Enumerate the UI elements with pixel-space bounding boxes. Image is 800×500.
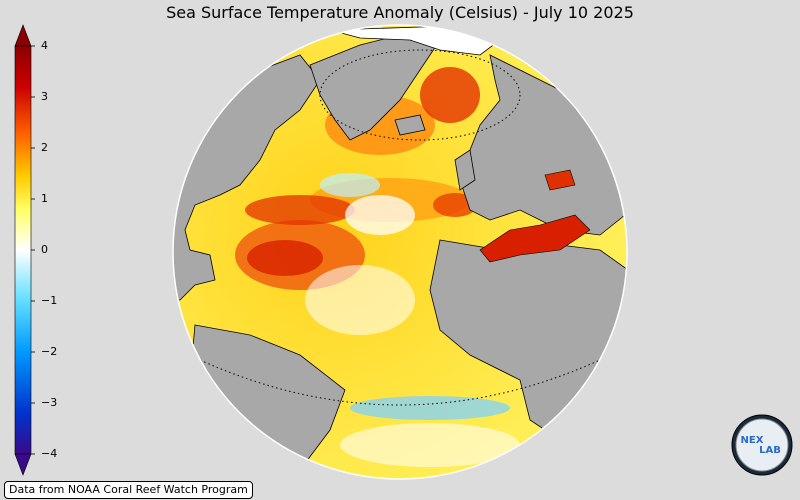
colorbar-tick-label: −1	[41, 294, 58, 307]
anomaly-white-mid	[305, 265, 415, 335]
data-credit: Data from NOAA Coral Reef Watch Program	[4, 481, 253, 499]
colorbar-tick-label: 1	[41, 192, 48, 205]
map-title: Sea Surface Temperature Anomaly (Celsius…	[166, 3, 634, 22]
colorbar-tick-label: 2	[41, 141, 48, 154]
anomaly-white-south	[340, 423, 520, 467]
anomaly-cool-center	[345, 195, 415, 235]
colorbar-tick-label: −2	[41, 345, 58, 358]
anomaly-cold-equator	[350, 396, 510, 420]
colorbar-gradient	[14, 22, 35, 476]
anomaly-mediterranean	[479, 214, 591, 263]
anomaly-hot-nwatlantic	[245, 195, 355, 225]
colorbar-tick-label: −3	[41, 396, 58, 409]
colorbar-tick-label: −4	[41, 447, 58, 460]
globe-outline	[172, 24, 628, 480]
land-iceland	[394, 114, 426, 136]
logo-text-top: NEX	[741, 435, 764, 446]
nexlab-logo-icon: NEX LAB	[731, 414, 793, 476]
anomaly-cool-center2	[320, 173, 380, 197]
anomaly-black-sea	[544, 169, 576, 191]
colorbar: 4 3 2 1 0 −1 −2 −3 −4	[10, 22, 70, 478]
anomaly-hot-norway-sea	[420, 67, 480, 123]
arctic-circle	[319, 49, 521, 141]
logo-text-bottom: LAB	[759, 445, 781, 456]
anomaly-hot-core	[247, 240, 323, 276]
colorbar-bottom-arrow	[14, 453, 32, 476]
colorbar-tick-label: 4	[41, 39, 48, 52]
colorbar-tick-label: 0	[41, 243, 48, 256]
colorbar-tick-label: 3	[41, 90, 48, 103]
land-uk	[454, 149, 476, 191]
